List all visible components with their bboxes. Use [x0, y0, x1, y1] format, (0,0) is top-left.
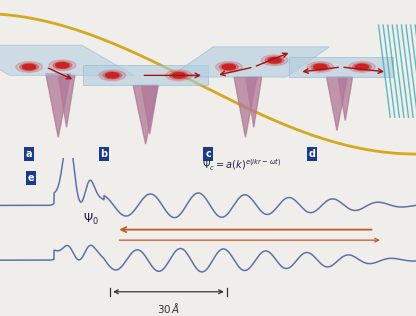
Circle shape: [222, 64, 235, 70]
Polygon shape: [338, 77, 352, 121]
Circle shape: [172, 73, 186, 78]
Polygon shape: [327, 77, 347, 131]
Polygon shape: [133, 85, 158, 144]
Polygon shape: [46, 74, 71, 137]
Circle shape: [215, 62, 242, 72]
Text: c: c: [205, 149, 211, 159]
Polygon shape: [141, 85, 158, 134]
Text: $\Psi_c = a(k)^{e(ikr-\omega t)}$: $\Psi_c = a(k)^{e(ikr-\omega t)}$: [202, 158, 281, 173]
Polygon shape: [0, 45, 134, 75]
Circle shape: [53, 62, 72, 69]
Circle shape: [22, 64, 36, 70]
Circle shape: [170, 72, 188, 79]
Circle shape: [355, 64, 369, 70]
Circle shape: [99, 70, 126, 81]
Polygon shape: [58, 75, 75, 127]
Text: a: a: [26, 149, 32, 159]
Circle shape: [49, 60, 76, 71]
Circle shape: [16, 62, 42, 72]
Polygon shape: [289, 57, 393, 77]
Circle shape: [106, 73, 119, 78]
Circle shape: [261, 55, 288, 66]
Circle shape: [311, 63, 329, 71]
Circle shape: [314, 64, 327, 70]
Circle shape: [220, 63, 238, 71]
Circle shape: [20, 63, 38, 71]
Circle shape: [103, 72, 121, 79]
Circle shape: [307, 62, 334, 72]
Text: b: b: [100, 149, 108, 159]
Polygon shape: [83, 65, 208, 85]
Circle shape: [265, 57, 284, 64]
Text: $30\,\AA$: $30\,\AA$: [157, 301, 180, 315]
Text: d: d: [309, 149, 315, 159]
Circle shape: [268, 58, 281, 63]
Circle shape: [166, 70, 192, 81]
Circle shape: [56, 63, 69, 68]
Polygon shape: [246, 77, 262, 127]
Polygon shape: [234, 77, 257, 137]
Text: $\Psi_0$: $\Psi_0$: [83, 211, 99, 227]
Circle shape: [349, 62, 375, 72]
Polygon shape: [170, 47, 329, 77]
Text: e: e: [28, 173, 35, 183]
Circle shape: [353, 63, 371, 71]
